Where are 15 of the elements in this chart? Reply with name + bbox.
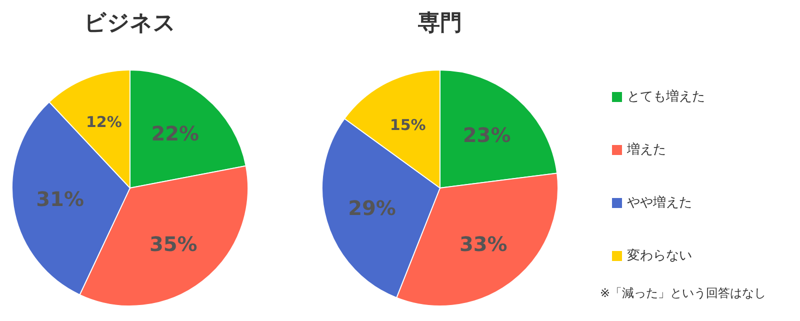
data-label: 12%: [86, 113, 122, 132]
data-label: 29%: [348, 196, 396, 220]
chart-title: ビジネス: [84, 11, 176, 36]
data-label: 23%: [462, 122, 511, 147]
data-label: 22%: [151, 121, 200, 146]
legend-label: とても増えた: [627, 88, 705, 104]
data-label: 33%: [459, 232, 508, 256]
data-label: 15%: [390, 116, 426, 134]
legend-label: 変わらない: [627, 248, 692, 264]
legend-label: 増えた: [626, 142, 666, 158]
chart-title: 専門: [417, 11, 462, 36]
data-label: 35%: [149, 232, 198, 256]
data-label: 31%: [36, 187, 84, 212]
legend-label: やや増えた: [627, 194, 692, 210]
text: ※「減った」という回答はなし: [600, 286, 766, 300]
